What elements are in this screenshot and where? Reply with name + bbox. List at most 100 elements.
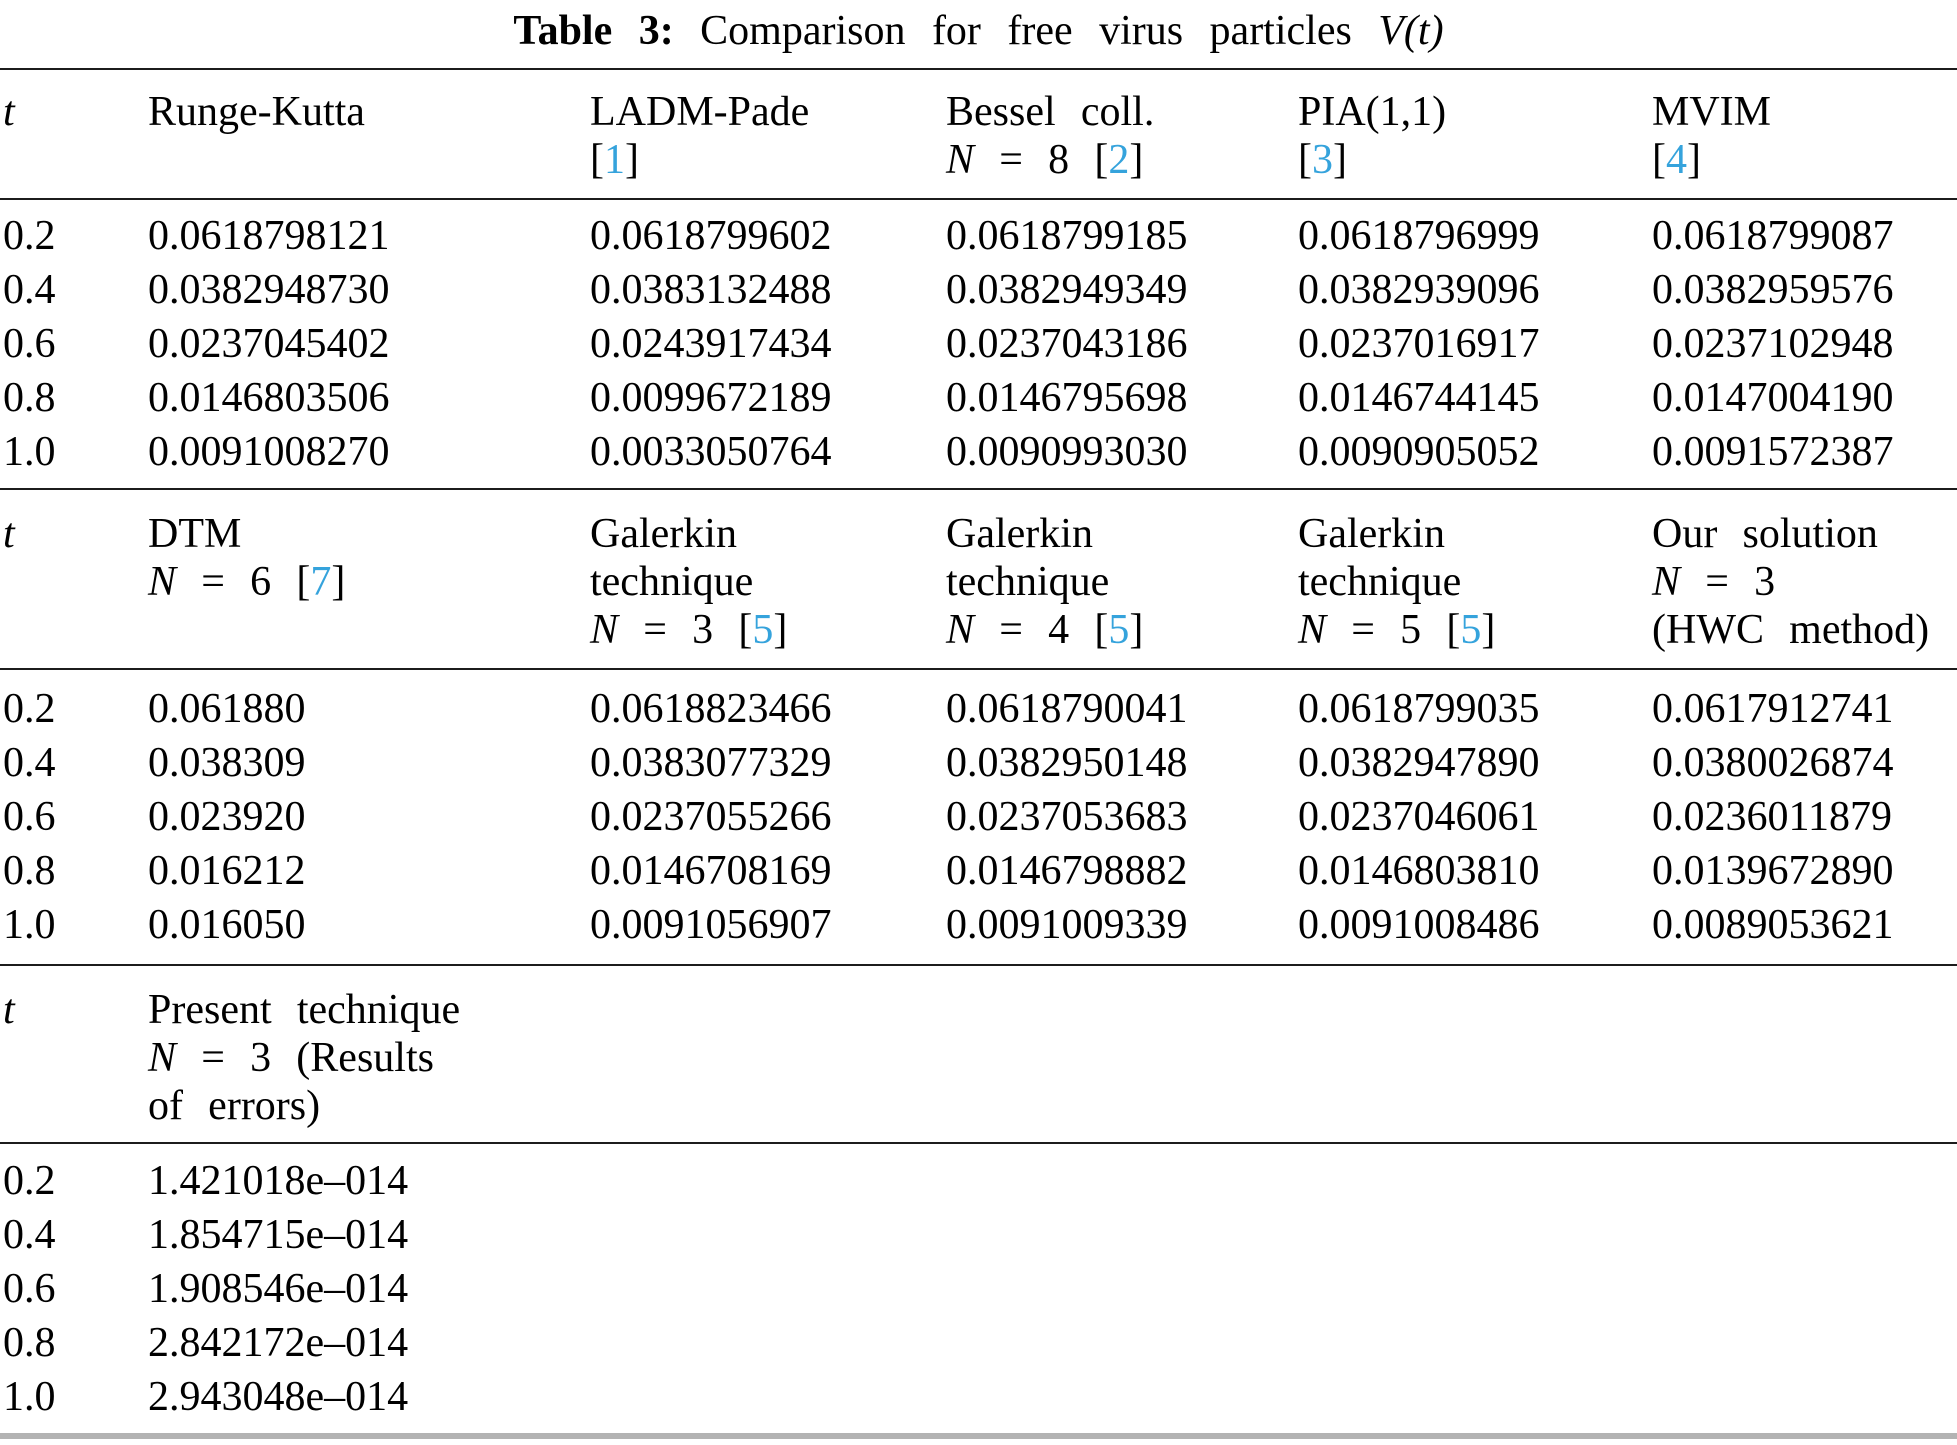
value-cell: 0.0382950148 (946, 740, 1188, 786)
bracket: ] (1333, 137, 1347, 183)
divider-rule (0, 488, 1957, 490)
col-header-math-line: N = 3 (1652, 558, 1957, 606)
value-cell: 0.0146708169 (590, 848, 832, 894)
value-cell: 0.016050 (148, 902, 306, 948)
t-cell: 1.0 (3, 429, 56, 475)
value-cell: 0.0618799185 (946, 213, 1188, 259)
value-cell: 0.0237016917 (1298, 321, 1540, 367)
bracket: ] (1129, 607, 1144, 653)
value-cell: 0.0091572387 (1652, 429, 1894, 475)
col-header-line: Galerkin (590, 511, 737, 557)
col-header-line: Galerkin (946, 511, 1093, 557)
value-cell: 0.0237102948 (1652, 321, 1894, 367)
header-row-section-1: t Runge-Kutta LADM-Pade [1] Bessel coll.… (0, 70, 1957, 198)
value-cell: 0.0237045402 (148, 321, 390, 367)
value-cell: 0.0383132488 (590, 267, 832, 313)
citation-ref[interactable]: 3 (1312, 137, 1333, 183)
col-header-citation-line: [4] (1652, 136, 1957, 184)
citation-ref[interactable]: 1 (604, 137, 625, 183)
value-cell: 0.0618799602 (590, 213, 832, 259)
bracket: [ (1652, 137, 1666, 183)
t-column-header: t (3, 89, 15, 135)
citation-ref[interactable]: 4 (1666, 137, 1687, 183)
divider-rule (0, 1142, 1957, 1144)
col-header-line: Runge-Kutta (148, 89, 365, 135)
value-cell: 0.0382949349 (946, 267, 1188, 313)
t-cell: 0.6 (3, 1266, 56, 1312)
col-header-line: Galerkin (1298, 511, 1445, 557)
value-cell: 1.908546e–014 (148, 1266, 409, 1312)
value-cell: 0.016212 (148, 848, 306, 894)
table-caption: Table 3: Comparison for free virus parti… (0, 0, 1957, 68)
t-column-header: t (3, 987, 15, 1033)
citation-ref[interactable]: 5 (1460, 607, 1482, 653)
value-cell: 0.0146795698 (946, 375, 1188, 421)
math-eq: = 3 (Results (176, 1035, 434, 1081)
value-cell: 0.0091008486 (1298, 902, 1540, 948)
bottom-rule (0, 1433, 1957, 1439)
col-header-line: technique (946, 559, 1110, 605)
value-cell: 0.061880 (148, 686, 306, 732)
col-header-line: Present technique (148, 987, 461, 1033)
col-header-math-line: N = 4 [5] (946, 606, 1298, 654)
header-row-section-2: t DTM N = 6 [7] Galerkin technique N = 3… (0, 490, 1957, 668)
table-row: 1.0 0.016050 0.0091056907 0.0091009339 0… (0, 898, 1957, 952)
col-header-math-line: N = 3 (Results (148, 1034, 590, 1082)
value-cell: 0.0090905052 (1298, 429, 1540, 475)
table-row: 1.0 2.943048e–014 (0, 1370, 1957, 1424)
bracket: ] (1687, 137, 1701, 183)
value-cell: 0.0382948730 (148, 267, 390, 313)
col-header-ladm-pade: LADM-Pade [1] (590, 88, 946, 184)
col-header-mvim: MVIM [4] (1652, 88, 1957, 184)
table-row: 0.2 0.0618798121 0.0618799602 0.06187991… (0, 209, 1957, 263)
t-cell: 0.2 (3, 1158, 56, 1204)
t-cell: 0.4 (3, 1212, 56, 1258)
divider-rule (0, 668, 1957, 670)
value-cell: 0.0237055266 (590, 794, 832, 840)
value-cell: 0.0237043186 (946, 321, 1188, 367)
table-row: 0.2 1.421018e–014 (0, 1154, 1957, 1208)
col-header-pia: PIA(1,1) [3] (1298, 88, 1652, 184)
col-header-math-line: N = 8 [2] (946, 136, 1298, 184)
value-cell: 0.0382959576 (1652, 267, 1894, 313)
value-cell: 0.0618796999 (1298, 213, 1540, 259)
t-cell: 0.4 (3, 740, 56, 786)
citation-ref[interactable]: 5 (1108, 607, 1130, 653)
t-cell: 1.0 (3, 902, 56, 948)
table-row: 0.8 2.842172e–014 (0, 1316, 1957, 1370)
value-cell: 0.0033050764 (590, 429, 832, 475)
math-eq: = 5 (1326, 607, 1447, 653)
t-cell: 0.2 (3, 686, 56, 732)
value-cell: 0.0146798882 (946, 848, 1188, 894)
value-cell: 0.0382939096 (1298, 267, 1540, 313)
math-eq: = 3 (618, 607, 739, 653)
math-eq: = 6 (176, 559, 297, 605)
value-cell: 0.0618823466 (590, 686, 832, 732)
citation-ref[interactable]: 7 (310, 559, 332, 605)
col-header-line: PIA(1,1) (1298, 89, 1447, 135)
table-caption-text: Comparison for free virus particles (700, 8, 1352, 54)
col-header-citation-line: [1] (590, 136, 946, 184)
col-header-galerkin-n3: Galerkin technique N = 3 [5] (590, 510, 946, 654)
value-cell: 0.0618790041 (946, 686, 1188, 732)
table-row: 0.4 0.038309 0.0383077329 0.0382950148 0… (0, 736, 1957, 790)
math-var-N: N (1298, 607, 1327, 653)
bracket: [ (1446, 607, 1461, 653)
value-cell: 1.854715e–014 (148, 1212, 409, 1258)
value-cell: 0.0380026874 (1652, 740, 1894, 786)
col-header-line: Our solution (1652, 511, 1878, 557)
col-header-galerkin-n5: Galerkin technique N = 5 [5] (1298, 510, 1652, 654)
col-header-line: DTM (148, 511, 242, 557)
citation-ref[interactable]: 2 (1108, 137, 1130, 183)
t-cell: 0.6 (3, 794, 56, 840)
citation-ref[interactable]: 5 (752, 607, 774, 653)
value-cell: 0.0383077329 (590, 740, 832, 786)
table-caption-label: Table 3: (513, 8, 674, 54)
table-row: 0.6 0.0237045402 0.0243917434 0.02370431… (0, 317, 1957, 371)
bracket: [ (1094, 607, 1109, 653)
value-cell: 0.0243917434 (590, 321, 832, 367)
bracket: [ (590, 137, 604, 183)
math-eq: = 3 (1680, 559, 1776, 605)
value-cell: 0.023920 (148, 794, 306, 840)
value-cell: 0.0618799087 (1652, 213, 1894, 259)
